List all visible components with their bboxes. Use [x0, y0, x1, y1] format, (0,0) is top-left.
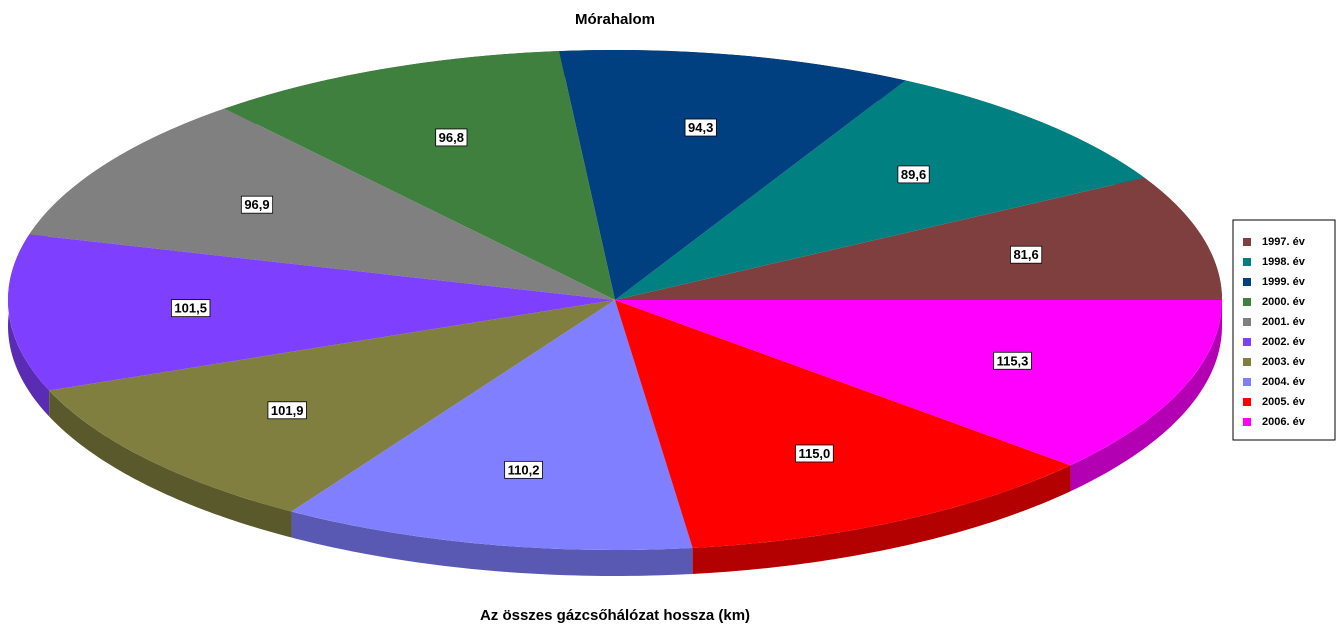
slice-side [49, 390, 292, 538]
value-label: 101,9 [271, 403, 304, 418]
slice-side [291, 511, 693, 576]
slice [615, 80, 1145, 300]
legend-label: 2001. év [1262, 316, 1306, 328]
value-label: 101,5 [174, 301, 207, 316]
value-label-bg [795, 444, 834, 463]
value-label-bg [897, 165, 930, 184]
legend-marker [1243, 238, 1251, 246]
legend-label: 1997. év [1262, 236, 1306, 248]
legend-label: 1998. év [1262, 256, 1306, 268]
value-label: 96,9 [244, 197, 269, 212]
value-label-bg [684, 118, 717, 137]
slice [8, 234, 616, 391]
legend-marker [1243, 338, 1251, 346]
legend-marker [1243, 398, 1251, 406]
legend-marker [1243, 258, 1251, 266]
legend-label: 1999. év [1262, 276, 1306, 288]
value-label-bg [267, 401, 307, 420]
slice [559, 50, 906, 300]
legend-label: 2005. év [1262, 396, 1306, 408]
legend-label: 2006. év [1262, 416, 1306, 428]
value-label: 96,8 [439, 130, 464, 145]
slice-side [1070, 300, 1222, 492]
value-label: 89,6 [901, 167, 926, 182]
legend-label: 2003. év [1262, 356, 1306, 368]
value-label-bg [993, 351, 1032, 370]
legend-label: 2004. év [1262, 376, 1306, 388]
value-label: 110,2 [508, 462, 540, 477]
value-label-bg [435, 128, 468, 147]
value-label-bg [1010, 245, 1043, 264]
slice [224, 51, 615, 300]
slice-side [692, 465, 1071, 574]
legend-marker [1243, 358, 1251, 366]
legend-marker [1243, 418, 1251, 426]
value-label: 115,3 [997, 353, 1029, 368]
legend-label: 2000. év [1262, 296, 1306, 308]
slice [29, 108, 616, 300]
legend-marker [1243, 298, 1251, 306]
slice [615, 177, 1222, 300]
slice [615, 300, 1071, 548]
value-label: 115,0 [798, 446, 830, 461]
value-label: 81,6 [1013, 247, 1038, 262]
slice [291, 300, 693, 550]
value-label-bg [240, 195, 274, 214]
slice [49, 300, 616, 512]
slice [615, 300, 1222, 466]
value-label: 94,3 [688, 120, 713, 135]
chart-title: Mórahalom [575, 11, 655, 28]
slice-tops [8, 50, 1222, 550]
legend-marker [1243, 378, 1251, 386]
chart-subtitle: Az összes gázcsőhálózat hossza (km) [480, 607, 750, 624]
legend-marker [1243, 278, 1251, 286]
legend-marker [1243, 318, 1251, 326]
value-label-bg [504, 460, 543, 479]
legend-label: 2002. év [1262, 336, 1306, 348]
value-label-bg [171, 299, 211, 318]
value-labels: 81,6 89,6 94,3 96,8 96,9 101,5 101,9 110,2 115,0… [171, 118, 1043, 479]
